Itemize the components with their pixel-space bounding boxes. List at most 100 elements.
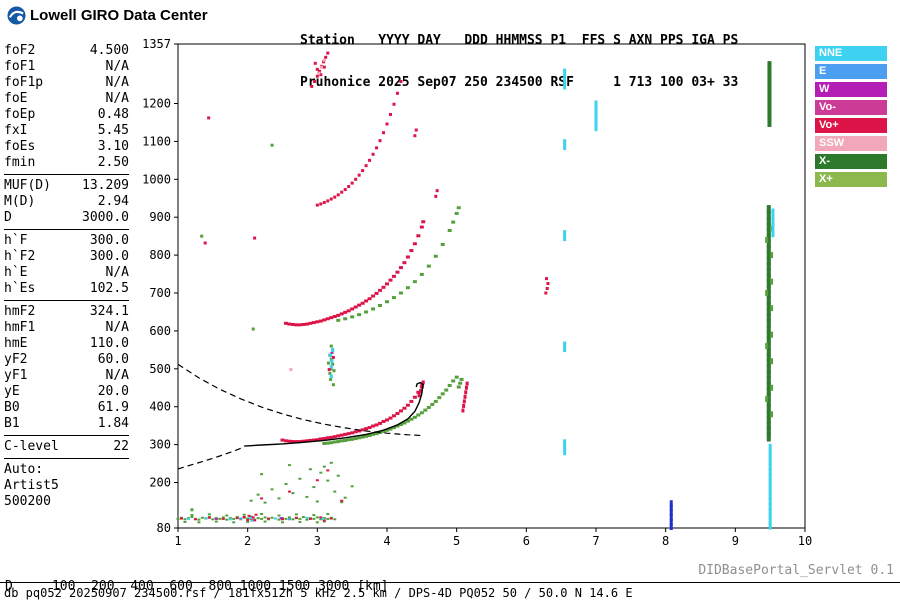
y-tick-label: 80 <box>157 521 171 535</box>
parameter-value: N/A <box>105 368 129 383</box>
series-f3-o <box>315 80 403 207</box>
parameter-row: foE N/A <box>4 91 129 107</box>
parameter-value: 3.10 <box>97 139 129 154</box>
series-rfi-cyan-9_50-bottom <box>768 443 772 530</box>
x-tick-label: 3 <box>314 534 321 548</box>
legend-item-ssw: SSW <box>815 136 887 151</box>
series-rfi-cyan-7_00 <box>594 100 598 132</box>
x-tick-label: 10 <box>798 534 812 548</box>
series-es-magenta <box>214 351 334 520</box>
parameter-label: hmE <box>4 336 28 351</box>
legend-item-vo-minus: Vo- <box>815 100 887 115</box>
parameter-value: 20.0 <box>97 384 129 399</box>
y-tick-label: 1357 <box>142 37 171 51</box>
parameter-row: MUF(D) 13.209 <box>4 178 129 194</box>
y-tick-label: 400 <box>149 400 171 414</box>
x-tick-label: 2 <box>244 534 251 548</box>
auto-scaler-line: 500200 <box>4 494 51 509</box>
parameter-value: 22 <box>113 439 129 454</box>
status-bar: db pq052 20250907 234500.rsf / 181fx512h… <box>0 582 900 600</box>
parameter-value: 0.48 <box>97 107 129 122</box>
parameter-value: 2.94 <box>97 194 129 209</box>
parameter-row: yF1 N/A <box>4 368 129 384</box>
series-f2-o <box>283 220 426 327</box>
giro-logo <box>7 6 26 25</box>
auto-scaler-line: Auto: <box>4 462 44 477</box>
parameter-row: foEp 0.48 <box>4 107 129 123</box>
x-tick-label: 9 <box>732 534 739 548</box>
parameter-row: foF1p N/A <box>4 75 129 91</box>
parameter-value: 110.0 <box>89 336 129 351</box>
y-tick-label: 1100 <box>142 134 171 148</box>
parameter-label: foF2 <box>4 43 36 58</box>
parameter-row: foF2 4.500 <box>4 43 129 59</box>
parameter-label: hmF2 <box>4 304 36 319</box>
series-rfi-cyan-9_53 <box>771 208 775 238</box>
x-tick-label: 8 <box>662 534 669 548</box>
parameter-value: 4.500 <box>89 43 129 58</box>
parameter-group: MUF(D) 13.209 M(D) 2.94 D 3000.0 <box>4 177 129 230</box>
series-rfi-navy-8_08 <box>669 500 673 530</box>
parameter-row: yF2 60.0 <box>4 352 129 368</box>
series-e-scatter-green <box>249 461 354 504</box>
parameter-row: B0 61.9 <box>4 400 129 416</box>
parameter-value: 300.0 <box>89 233 129 248</box>
series-f4-o-cluster <box>310 51 330 88</box>
series-cluster32-cyan <box>329 347 335 379</box>
parameter-row: fmin 2.50 <box>4 155 129 171</box>
parameter-row: B1 1.84 <box>4 416 129 432</box>
parameter-group: hmF2 324.1 hmF1 N/A hmE 110.0 yF2 60.0 yF1 N/A yE 2… <box>4 303 129 436</box>
parameter-value: 324.1 <box>89 304 129 319</box>
parameter-row: h`Es 102.5 <box>4 281 129 297</box>
parameter-label: foEs <box>4 139 36 154</box>
parameter-group: foF2 4.500 foF1 N/A foF1p N/A foE N/A foEp 0.48 fx… <box>4 42 129 175</box>
legend-item-vo-plus: Vo+ <box>815 118 887 133</box>
y-tick-label: 500 <box>149 362 171 376</box>
parameter-value: 300.0 <box>89 249 129 264</box>
station-header-line2: Pruhonice 2025 Sep07 250 234500 RSF 1 71… <box>300 75 739 90</box>
parameter-row: D 3000.0 <box>4 210 129 226</box>
parameter-label: yE <box>4 384 20 399</box>
parameter-value: 13.209 <box>82 178 129 193</box>
y-tick-label: 300 <box>149 438 171 452</box>
parameter-label: M(D) <box>4 194 36 209</box>
legend-item-nne: NNE <box>815 46 887 61</box>
series-noise-pink <box>289 58 326 372</box>
parameter-row: fxI 5.45 <box>4 123 129 139</box>
parameter-row: h`F2 300.0 <box>4 249 129 265</box>
parameter-label: h`Es <box>4 281 36 296</box>
parameter-row: C-level 22 <box>4 439 129 455</box>
parameter-label: fmin <box>4 155 36 170</box>
parameter-label: yF1 <box>4 368 28 383</box>
parameter-panel: foF2 4.500 foF1 N/A foF1p N/A foE N/A foEp 0.48 fx… <box>4 42 129 515</box>
parameter-row: h`F 300.0 <box>4 233 129 249</box>
auto-scaler-line: Artist5 <box>4 478 59 493</box>
parameter-row: foF1 N/A <box>4 59 129 75</box>
y-tick-label: 700 <box>149 286 171 300</box>
series-f1-o <box>280 385 424 444</box>
x-tick-label: 6 <box>523 534 530 548</box>
y-tick-label: 1000 <box>142 172 171 186</box>
parameter-label: foF1p <box>4 75 44 90</box>
x-tick-label: 7 <box>592 534 599 548</box>
parameter-group: Auto: Artist5 500200 <box>4 461 129 513</box>
y-tick-label: 800 <box>149 248 171 262</box>
parameter-label: fxI <box>4 123 28 138</box>
x-tick-label: 1 <box>174 534 181 548</box>
parameter-value: 60.0 <box>97 352 129 367</box>
parameter-row: hmF2 324.1 <box>4 304 129 320</box>
parameter-value: 5.45 <box>97 123 129 138</box>
parameter-label: h`E <box>4 265 28 280</box>
parameter-value: 3000.0 <box>82 210 129 225</box>
plot-frame <box>177 43 806 529</box>
parameter-value: N/A <box>105 75 129 90</box>
parameter-label: MUF(D) <box>4 178 51 193</box>
curve-profile-extrapolation-dashed <box>177 446 245 470</box>
parameter-label: h`F2 <box>4 249 36 264</box>
parameter-label: C-level <box>4 439 59 454</box>
series-f1-o-spread <box>417 380 469 413</box>
legend-item-e: E <box>815 64 887 79</box>
legend-item-w: W <box>815 82 887 97</box>
parameter-value: N/A <box>105 320 129 335</box>
